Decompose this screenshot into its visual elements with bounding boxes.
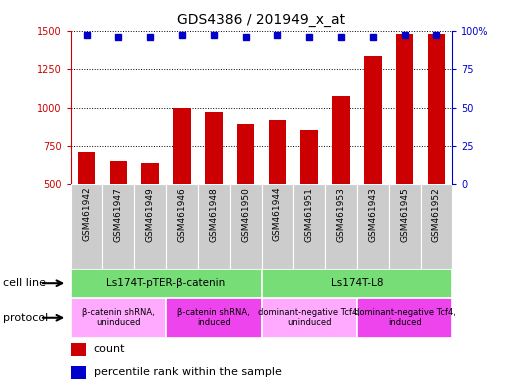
FancyBboxPatch shape (230, 184, 262, 269)
Text: GSM461953: GSM461953 (336, 187, 346, 242)
Bar (364, 56, 382, 261)
Text: GSM461952: GSM461952 (432, 187, 441, 242)
Text: β-catenin shRNA,
uninduced: β-catenin shRNA, uninduced (82, 308, 155, 328)
Text: GSM461951: GSM461951 (305, 187, 314, 242)
Text: protocol: protocol (3, 313, 48, 323)
Bar (396, 34, 413, 261)
Text: Ls174T-L8: Ls174T-L8 (331, 278, 383, 288)
Title: GDS4386 / 201949_x_at: GDS4386 / 201949_x_at (177, 13, 346, 27)
Text: GSM461949: GSM461949 (145, 187, 155, 242)
Text: GSM461946: GSM461946 (177, 187, 187, 242)
Bar (205, 112, 222, 261)
Bar (78, 152, 95, 261)
Text: percentile rank within the sample: percentile rank within the sample (94, 367, 281, 377)
FancyBboxPatch shape (71, 184, 103, 269)
FancyBboxPatch shape (357, 298, 452, 338)
Bar (110, 161, 127, 261)
FancyBboxPatch shape (166, 184, 198, 269)
Text: Ls174T-pTER-β-catenin: Ls174T-pTER-β-catenin (106, 278, 226, 288)
Text: dominant-negative Tcf4,
induced: dominant-negative Tcf4, induced (354, 308, 456, 328)
Text: GSM461945: GSM461945 (400, 187, 409, 242)
Text: GSM461950: GSM461950 (241, 187, 250, 242)
Bar (141, 163, 159, 261)
FancyBboxPatch shape (262, 298, 357, 338)
FancyBboxPatch shape (71, 298, 166, 338)
Text: GSM461942: GSM461942 (82, 187, 91, 242)
Text: GSM461943: GSM461943 (368, 187, 378, 242)
Bar (269, 120, 286, 261)
FancyBboxPatch shape (420, 184, 452, 269)
Bar (428, 34, 445, 261)
Bar (301, 130, 318, 261)
Bar (332, 96, 350, 261)
Bar (237, 124, 254, 261)
Text: cell line: cell line (3, 278, 46, 288)
Text: GSM461948: GSM461948 (209, 187, 218, 242)
Bar (71, 343, 86, 356)
FancyBboxPatch shape (166, 298, 262, 338)
FancyBboxPatch shape (134, 184, 166, 269)
FancyBboxPatch shape (325, 184, 357, 269)
FancyBboxPatch shape (357, 184, 389, 269)
FancyBboxPatch shape (198, 184, 230, 269)
FancyBboxPatch shape (103, 184, 134, 269)
Text: dominant-negative Tcf4,
uninduced: dominant-negative Tcf4, uninduced (258, 308, 360, 328)
Text: β-catenin shRNA,
induced: β-catenin shRNA, induced (177, 308, 250, 328)
Text: count: count (94, 344, 125, 354)
FancyBboxPatch shape (389, 184, 420, 269)
FancyBboxPatch shape (293, 184, 325, 269)
Text: GSM461947: GSM461947 (114, 187, 123, 242)
FancyBboxPatch shape (71, 269, 262, 298)
FancyBboxPatch shape (262, 269, 452, 298)
Bar (173, 108, 191, 261)
Text: GSM461944: GSM461944 (273, 187, 282, 242)
Bar (71, 366, 86, 379)
FancyBboxPatch shape (262, 184, 293, 269)
